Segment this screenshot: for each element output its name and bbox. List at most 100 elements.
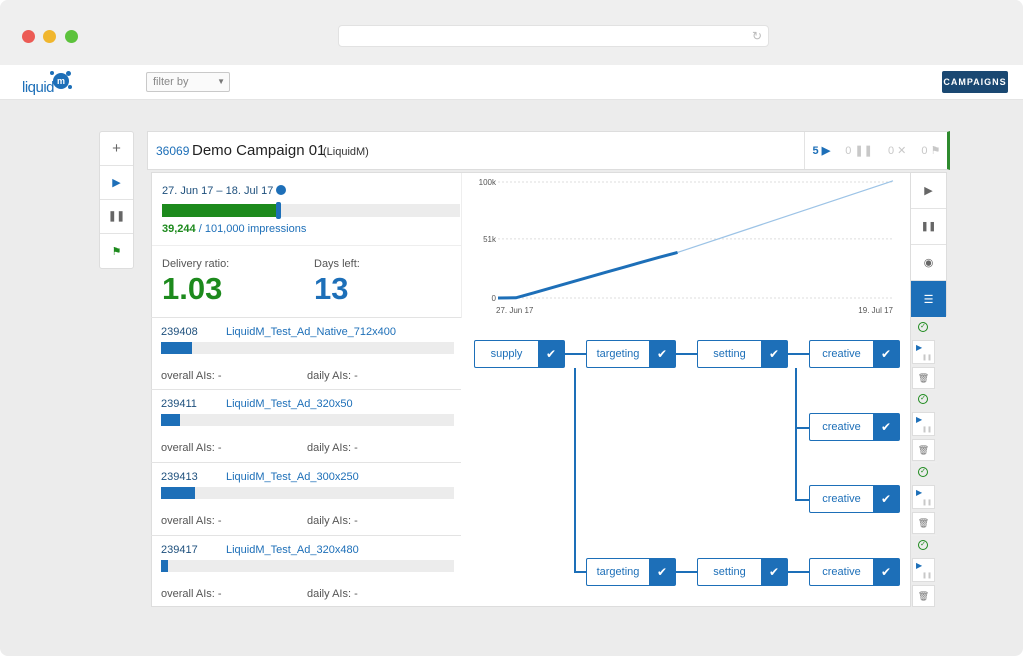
campaign-id[interactable]: 36069 — [156, 144, 190, 158]
play-button[interactable]: ▶ — [100, 166, 133, 200]
logo[interactable]: liquid m — [22, 69, 82, 97]
ad-name[interactable]: LiquidM_Test_Ad_300x250 — [226, 471, 359, 483]
eye-icon: ◉ — [923, 257, 934, 269]
creative-node-4[interactable]: creative ✔ — [809, 558, 900, 586]
list-view-button[interactable]: ☰ — [911, 281, 946, 317]
ad-progress-fill — [161, 414, 181, 426]
view-button[interactable]: ◉ — [911, 245, 946, 281]
globe-icon — [276, 185, 287, 195]
chevron-down-icon: ▼ — [217, 77, 225, 86]
left-toolbar: + ▶ ❚❚ ⚑ — [99, 131, 134, 269]
trash-icon: 🗑 — [917, 591, 930, 601]
chart-svg: 100k 51k 0 27. Jun 17 19. Jul 17 — [479, 178, 894, 315]
daily-ais: daily AIs: - — [307, 588, 358, 600]
minimize-window-button[interactable] — [43, 30, 56, 43]
ad-row[interactable]: 239411 LiquidM_Test_Ad_320x50 overall AIs:… — [151, 389, 461, 462]
ad-name[interactable]: LiquidM_Test_Ad_Native_712x400 — [226, 326, 397, 338]
y-tick-label: 51k — [483, 235, 497, 244]
check-icon: ✔ — [873, 414, 899, 440]
ad-name[interactable]: LiquidM_Test_Ad_320x50 — [226, 398, 353, 410]
browser-titlebar: ↻ — [0, 0, 1023, 65]
campaigns-button[interactable]: CAMPAIGNS — [942, 71, 1008, 93]
reload-icon[interactable]: ↻ — [751, 29, 762, 43]
creative-node-1[interactable]: creative ✔ — [809, 340, 900, 368]
pause-icon: ❚❚ — [920, 221, 937, 231]
ad-play-button[interactable]: ▶ ❚❚ — [912, 340, 935, 364]
ad-row-actions: ✓ ▶ ❚❚ 🗑 — [911, 462, 937, 535]
pause-icon: ❚❚ — [921, 500, 932, 506]
stopped-count[interactable]: 0 ✕ — [887, 145, 907, 157]
flag-icon: ⚑ — [930, 145, 941, 157]
ad-play-button[interactable]: ▶ ❚❚ — [912, 558, 935, 582]
ad-progress-fill — [161, 342, 192, 354]
y-tick-label: 0 — [492, 294, 497, 303]
ad-progress — [161, 414, 454, 426]
campaign-header[interactable]: 36069 Demo Campaign 01 (LiquidM) 5 ▶ 0 ❚… — [147, 131, 950, 170]
check-circle-icon: ✓ — [918, 394, 928, 404]
finished-count[interactable]: 0 ⚑ — [921, 145, 941, 157]
delete-button[interactable]: 🗑 — [912, 512, 935, 534]
finish-button[interactable]: ⚑ — [100, 234, 133, 268]
check-icon: ✔ — [873, 341, 899, 367]
ad-row[interactable]: 239413 LiquidM_Test_Ad_300x250 overall AIs… — [151, 462, 461, 535]
paused-count[interactable]: 0 ❚❚ — [845, 145, 873, 157]
check-icon: ✔ — [649, 341, 675, 367]
ad-id[interactable]: 239417 — [161, 544, 198, 556]
pause-icon: ❚❚ — [921, 573, 932, 579]
x-tick-label: 27. Jun 17 — [496, 306, 534, 315]
overall-ais: overall AIs: - — [161, 588, 222, 600]
ad-flow-diagram: supply ✔ targeting ✔ setting ✔ creative ✔ cr… — [465, 318, 910, 608]
close-icon: ✕ — [897, 145, 907, 157]
filter-placeholder: filter by — [153, 76, 189, 88]
setting-node[interactable]: setting ✔ — [697, 340, 788, 368]
creative-node-2[interactable]: creative ✔ — [809, 413, 900, 441]
campaign-summary: 27. Jun 17 – 18. Jul 17 39,244 / 101,000… — [152, 173, 462, 318]
creative-node-3[interactable]: creative ✔ — [809, 485, 900, 513]
address-bar[interactable]: ↻ — [338, 25, 769, 47]
overall-ais: overall AIs: - — [161, 370, 222, 382]
flag-icon: ⚑ — [111, 245, 122, 258]
campaign-org: (LiquidM) — [323, 146, 369, 158]
delete-button[interactable]: 🗑 — [912, 367, 935, 389]
chart-pause-button[interactable]: ❚❚ — [911, 209, 946, 245]
impressions-text: 39,244 / 101,000 impressions — [162, 223, 307, 235]
add-button[interactable]: + — [100, 132, 133, 166]
running-count[interactable]: 5 ▶ — [812, 145, 831, 157]
ad-progress-fill — [161, 560, 169, 572]
supply-node[interactable]: supply ✔ — [474, 340, 565, 368]
zoom-window-button[interactable] — [65, 30, 78, 43]
trash-icon: 🗑 — [917, 518, 930, 528]
daily-ais: daily AIs: - — [307, 442, 358, 454]
ad-play-button[interactable]: ▶ ❚❚ — [912, 485, 935, 509]
play-icon: ▶ — [821, 145, 831, 157]
targeting-node[interactable]: targeting ✔ — [586, 340, 676, 368]
setting-node-2[interactable]: setting ✔ — [697, 558, 788, 586]
ad-name[interactable]: LiquidM_Test_Ad_320x480 — [226, 544, 359, 556]
delete-button[interactable]: 🗑 — [912, 585, 935, 607]
check-icon: ✔ — [538, 341, 564, 367]
ad-progress — [161, 342, 454, 354]
delete-button[interactable]: 🗑 — [912, 439, 935, 461]
targeting-node-2[interactable]: targeting ✔ — [586, 558, 676, 586]
play-icon: ▶ — [916, 415, 923, 424]
impressions-chart: 100k 51k 0 27. Jun 17 19. Jul 17 — [468, 173, 908, 318]
pause-button[interactable]: ❚❚ — [100, 200, 133, 234]
check-circle-icon: ✓ — [918, 540, 928, 550]
close-window-button[interactable] — [22, 30, 35, 43]
ad-play-button[interactable]: ▶ ❚❚ — [912, 412, 935, 436]
days-label: Days left: — [314, 258, 360, 270]
chart-play-button[interactable]: ▶ — [911, 173, 946, 209]
plus-icon: + — [112, 140, 121, 157]
progress-marker — [275, 202, 281, 219]
pause-icon: ❚❚ — [921, 427, 932, 433]
ad-id[interactable]: 239413 — [161, 471, 198, 483]
app-header: liquid m filter by ▼ CAMPAIGNS — [0, 65, 1023, 100]
filter-select[interactable]: filter by ▼ — [146, 72, 230, 92]
check-icon: ✔ — [873, 486, 899, 512]
ad-id[interactable]: 239408 — [161, 326, 198, 338]
ad-id[interactable]: 239411 — [161, 398, 197, 410]
check-circle-icon: ✓ — [918, 322, 928, 332]
check-icon: ✔ — [649, 559, 675, 585]
